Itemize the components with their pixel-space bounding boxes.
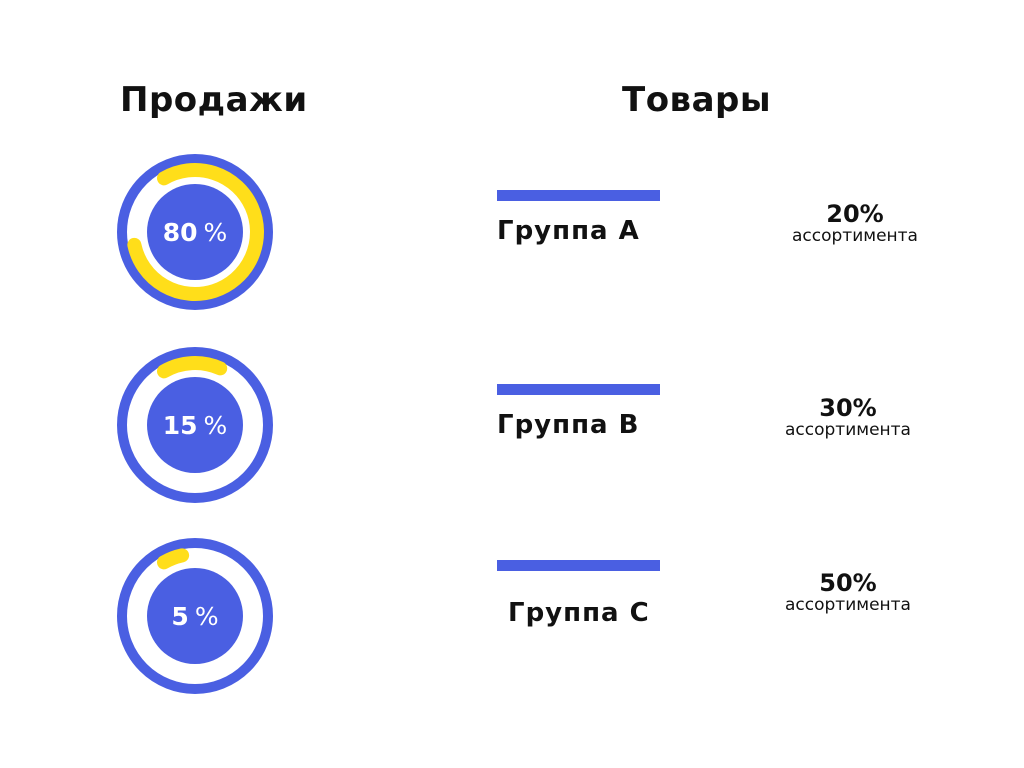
sales-donut-1: 80% <box>115 152 275 312</box>
donut-label: 15% <box>115 345 275 505</box>
donut-unit: % <box>203 410 228 440</box>
donut-label: 80% <box>115 152 275 312</box>
sales-donut-3: 5% <box>115 536 275 696</box>
donut-outer-ring <box>117 538 273 694</box>
donut-svg <box>117 347 273 503</box>
group-c-label: Группа С <box>508 598 650 628</box>
sales-heading: Продажи <box>120 80 308 120</box>
share-label: ассортимента <box>785 595 911 615</box>
group-b-bar <box>497 384 660 395</box>
donut-progress-arc <box>157 548 190 570</box>
donut-progress-arc <box>157 356 228 379</box>
share-label: ассортимента <box>792 226 918 246</box>
donut-progress-arc <box>127 163 264 301</box>
donut-outer-ring <box>117 347 273 503</box>
group-a-share: 20% ассортимента <box>770 202 940 245</box>
group-a-label: Группа А <box>497 216 640 246</box>
donut-center <box>147 568 243 664</box>
group-b-label: Группа В <box>497 410 640 440</box>
donut-center <box>147 377 243 473</box>
group-b-share: 30% ассортимента <box>763 396 933 439</box>
donut-outer-ring <box>117 154 273 310</box>
share-percent: 20% <box>826 200 884 228</box>
donut-svg <box>117 538 273 694</box>
donut-value: 5 <box>171 601 189 631</box>
share-percent: 50% <box>819 569 877 597</box>
donut-value: 15 <box>162 410 198 440</box>
donut-svg <box>117 154 273 310</box>
group-a-bar <box>497 190 660 201</box>
donut-value: 80 <box>162 217 198 247</box>
group-c-bar <box>497 560 660 571</box>
share-percent: 30% <box>819 394 877 422</box>
sales-donut-2: 15% <box>115 345 275 505</box>
donut-unit: % <box>203 217 228 247</box>
donut-label: 5% <box>115 536 275 696</box>
donut-unit: % <box>194 601 219 631</box>
donut-center <box>147 184 243 280</box>
group-c-share: 50% ассортимента <box>763 571 933 614</box>
share-label: ассортимента <box>785 420 911 440</box>
goods-heading: Товары <box>622 80 772 120</box>
